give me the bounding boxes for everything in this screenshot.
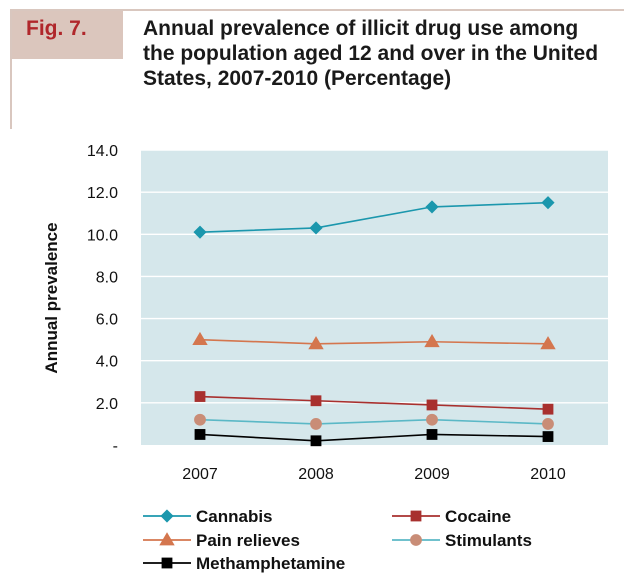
legend-marker-pain-relieves: [160, 533, 174, 545]
y-axis-label: Annual prevalence: [42, 222, 61, 373]
legend: Cannabis Cocaine Pain relieves Stimulants Me…: [143, 507, 532, 573]
legend-label: Stimulants: [445, 531, 532, 550]
y-tick-label: 6.0: [96, 312, 118, 329]
y-tick-label: 12.0: [87, 185, 118, 202]
data-point-cocaine: [195, 392, 205, 402]
data-point-methamphetamine: [311, 436, 321, 446]
x-tick-label: 2010: [530, 466, 566, 483]
y-tick-label: 4.0: [96, 354, 118, 371]
data-point-cocaine: [543, 404, 553, 414]
legend-item-cannabis: Cannabis: [143, 507, 273, 526]
legend-item-stimulants: Stimulants: [392, 531, 532, 550]
legend-label: Cannabis: [196, 507, 273, 526]
data-point-cocaine: [427, 400, 437, 410]
legend-marker-methamphetamine: [162, 558, 172, 568]
y-axis-tick-labels: - 2.0 4.0 6.0 8.0 10.0 12.0 14.0: [87, 143, 118, 455]
y-tick-label: 10.0: [87, 227, 118, 244]
legend-label: Pain relieves: [196, 531, 300, 550]
data-point-methamphetamine: [195, 429, 205, 439]
x-tick-label: 2007: [182, 466, 218, 483]
data-point-stimulants: [195, 414, 206, 425]
data-point-cocaine: [311, 396, 321, 406]
legend-item-cocaine: Cocaine: [392, 507, 511, 526]
plot-background: [141, 150, 608, 445]
legend-item-methamphetamine: Methamphetamine: [143, 554, 345, 573]
x-axis-tick-labels: 2007 2008 2009 2010: [182, 466, 566, 483]
y-tick-label: 2.0: [96, 396, 118, 413]
legend-item-pain-relieves: Pain relieves: [143, 531, 300, 550]
data-point-methamphetamine: [427, 429, 437, 439]
data-point-methamphetamine: [543, 432, 553, 442]
data-point-stimulants: [311, 418, 322, 429]
x-tick-label: 2008: [298, 466, 334, 483]
data-point-stimulants: [427, 414, 438, 425]
y-tick-label: 8.0: [96, 269, 118, 286]
data-point-stimulants: [543, 418, 554, 429]
legend-label: Cocaine: [445, 507, 511, 526]
y-tick-label: -: [113, 438, 118, 455]
legend-label: Methamphetamine: [196, 554, 345, 573]
legend-marker-cannabis: [161, 510, 173, 522]
x-tick-label: 2009: [414, 466, 450, 483]
legend-marker-cocaine: [411, 511, 421, 521]
legend-marker-stimulants: [411, 535, 422, 546]
y-tick-label: 14.0: [87, 143, 118, 160]
